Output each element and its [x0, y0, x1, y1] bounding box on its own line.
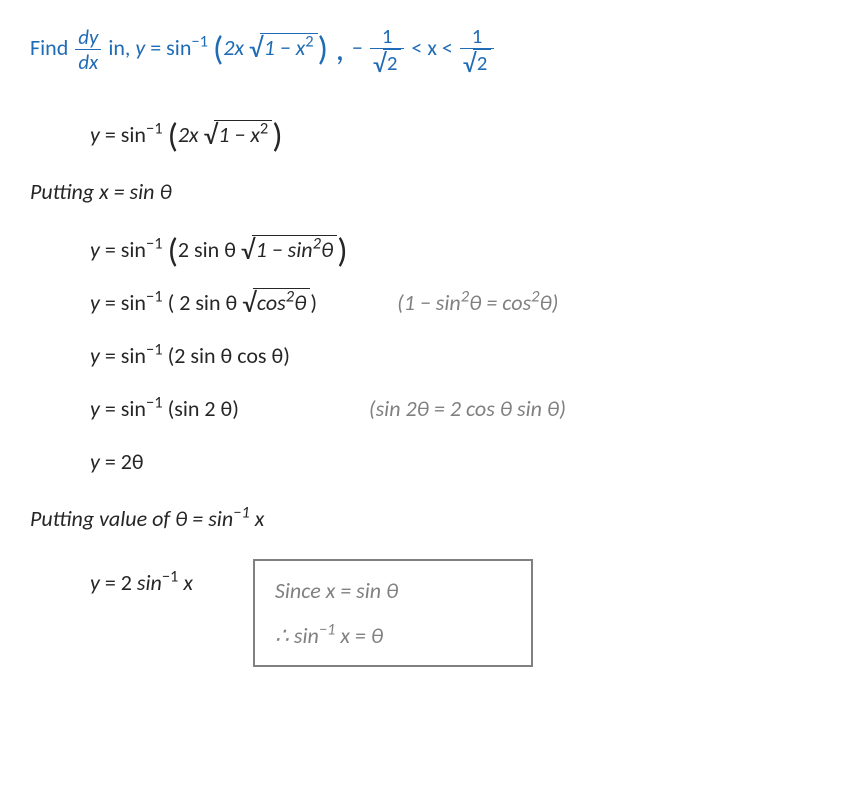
identity-note-1: (1 − sin2θ = cos2θ)	[397, 285, 558, 320]
lt-x-lt: < x <	[406, 34, 457, 61]
result-row: y = 2 sin−1 x Since x = sin θ ∴ sin−1 x …	[30, 559, 813, 667]
dy-dx-fraction: dy dx	[73, 25, 103, 74]
putting-2: Putting value of θ = sin−1 x	[30, 501, 813, 536]
sqrt-expr: √1 − x2	[249, 33, 318, 61]
in-text: in,	[108, 34, 135, 61]
frac-1-sqrt2-right: 1 √2	[458, 24, 497, 75]
radical-sign: √	[249, 35, 263, 63]
close-paren: ) ,	[318, 29, 352, 70]
neg: −	[352, 34, 368, 61]
box-line-2: ∴ sin−1 x = θ	[275, 618, 511, 653]
step-4: y = sin−1 (2 sin θ cos θ)	[90, 338, 813, 373]
find-text: Find	[30, 34, 73, 61]
frac-1-sqrt2-left: 1 √2	[368, 24, 407, 75]
dx: dx	[75, 50, 101, 74]
step-3: y = sin−1 ( 2 sin θ √cos2θ) (1 − sin2θ =…	[90, 285, 813, 320]
result: y = 2 sin−1 x	[90, 565, 193, 600]
putting-1: Putting x = sin θ	[30, 174, 813, 209]
step-1: y = sin−1 (2x √1 − x2)	[90, 117, 813, 152]
dy: dy	[75, 25, 101, 50]
step-5: y = sin−1 (sin 2 θ) (sin 2θ = 2 cos θ si…	[90, 391, 813, 426]
box-line-1: Since x = sin θ	[275, 573, 511, 608]
two-x: 2x	[223, 34, 249, 61]
y-var: y	[135, 34, 145, 61]
question-line: Find dy dx in, y = sin−1 (2x √1 − x2) , …	[30, 24, 813, 75]
since-box: Since x = sin θ ∴ sin−1 x = θ	[253, 559, 533, 667]
radicand: 1 − x2	[260, 33, 318, 61]
sup-neg1: −1	[191, 32, 208, 52]
step-6: y = 2θ	[90, 444, 813, 479]
identity-note-2: (sin 2θ = 2 cos θ sin θ)	[369, 391, 566, 426]
eq-sin: = sin	[150, 34, 191, 61]
step-2: y = sin−1 (2 sin θ √1 − sin2θ)	[90, 232, 813, 267]
open-paren: (	[213, 29, 223, 70]
